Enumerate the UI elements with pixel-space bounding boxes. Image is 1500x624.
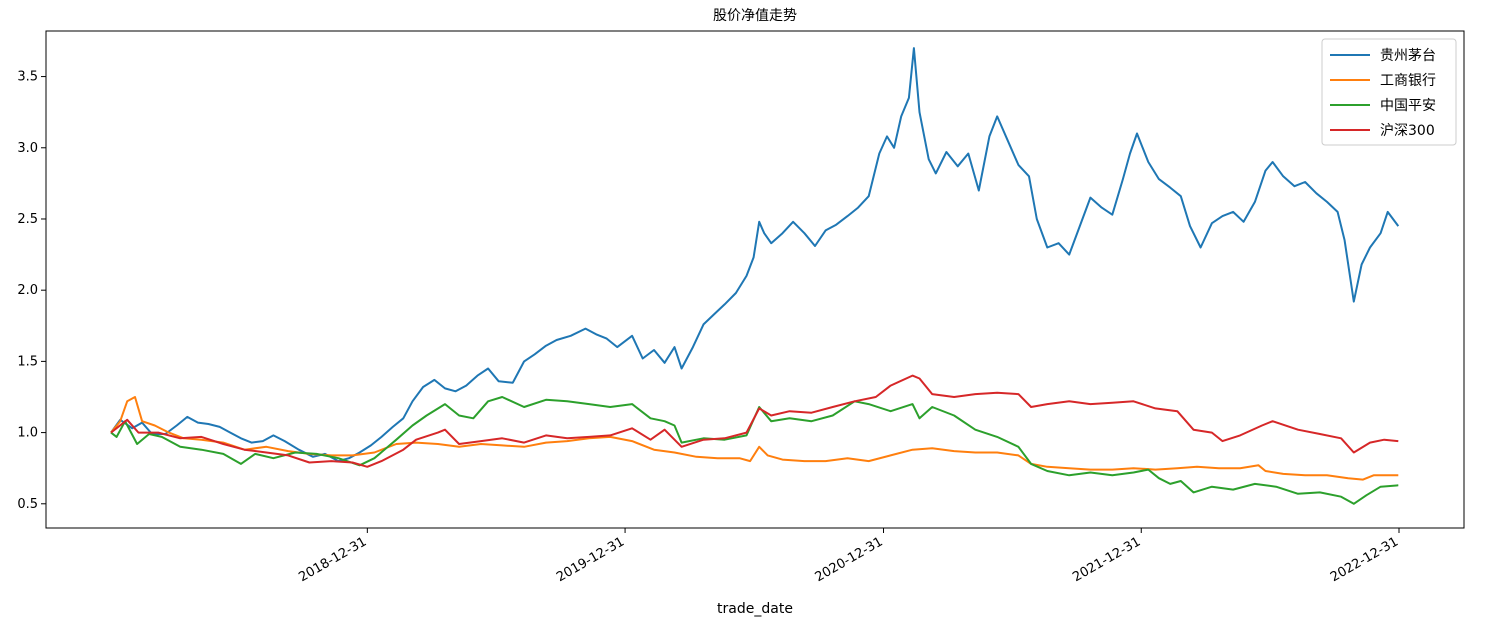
x-tick-label: 2018-12-31 xyxy=(296,534,369,585)
legend-label-0: 贵州茅台 xyxy=(1380,48,1436,64)
y-tick-label: 2.0 xyxy=(17,283,38,298)
series-line-3 xyxy=(110,374,1399,468)
y-tick-label: 2.5 xyxy=(17,212,38,227)
series-line-1 xyxy=(110,396,1399,481)
legend-label-3: 沪深300 xyxy=(1380,123,1435,139)
chart-title: 股价净值走势 xyxy=(713,8,797,24)
legend-label-2: 中国平安 xyxy=(1380,98,1436,114)
legend-label-1: 工商银行 xyxy=(1380,73,1436,89)
legend-box xyxy=(1321,38,1457,146)
series-layer xyxy=(110,47,1400,505)
x-axis-label: trade_date xyxy=(717,601,793,617)
y-tick-label: 3.0 xyxy=(17,141,38,156)
y-tick-label: 1.5 xyxy=(17,354,38,369)
series-line-0 xyxy=(110,47,1400,463)
x-tick-label: 2022-12-31 xyxy=(1328,534,1401,585)
x-axis: 2018-12-31 2019-12-31 2020-12-31 2021-12-31… xyxy=(296,528,1401,585)
y-tick-label: 0.5 xyxy=(17,497,38,512)
y-tick-label: 3.5 xyxy=(17,70,38,85)
y-tick-label: 1.0 xyxy=(17,426,38,441)
x-tick-label: 2020-12-31 xyxy=(813,534,886,585)
series-line-2 xyxy=(110,396,1399,505)
x-tick-label: 2021-12-31 xyxy=(1070,534,1143,585)
plot-frame xyxy=(45,30,1465,529)
y-axis: 0.5 1.0 1.5 2.0 2.5 3.0 3.5 xyxy=(17,70,46,512)
x-tick-label: 2019-12-31 xyxy=(554,534,627,585)
